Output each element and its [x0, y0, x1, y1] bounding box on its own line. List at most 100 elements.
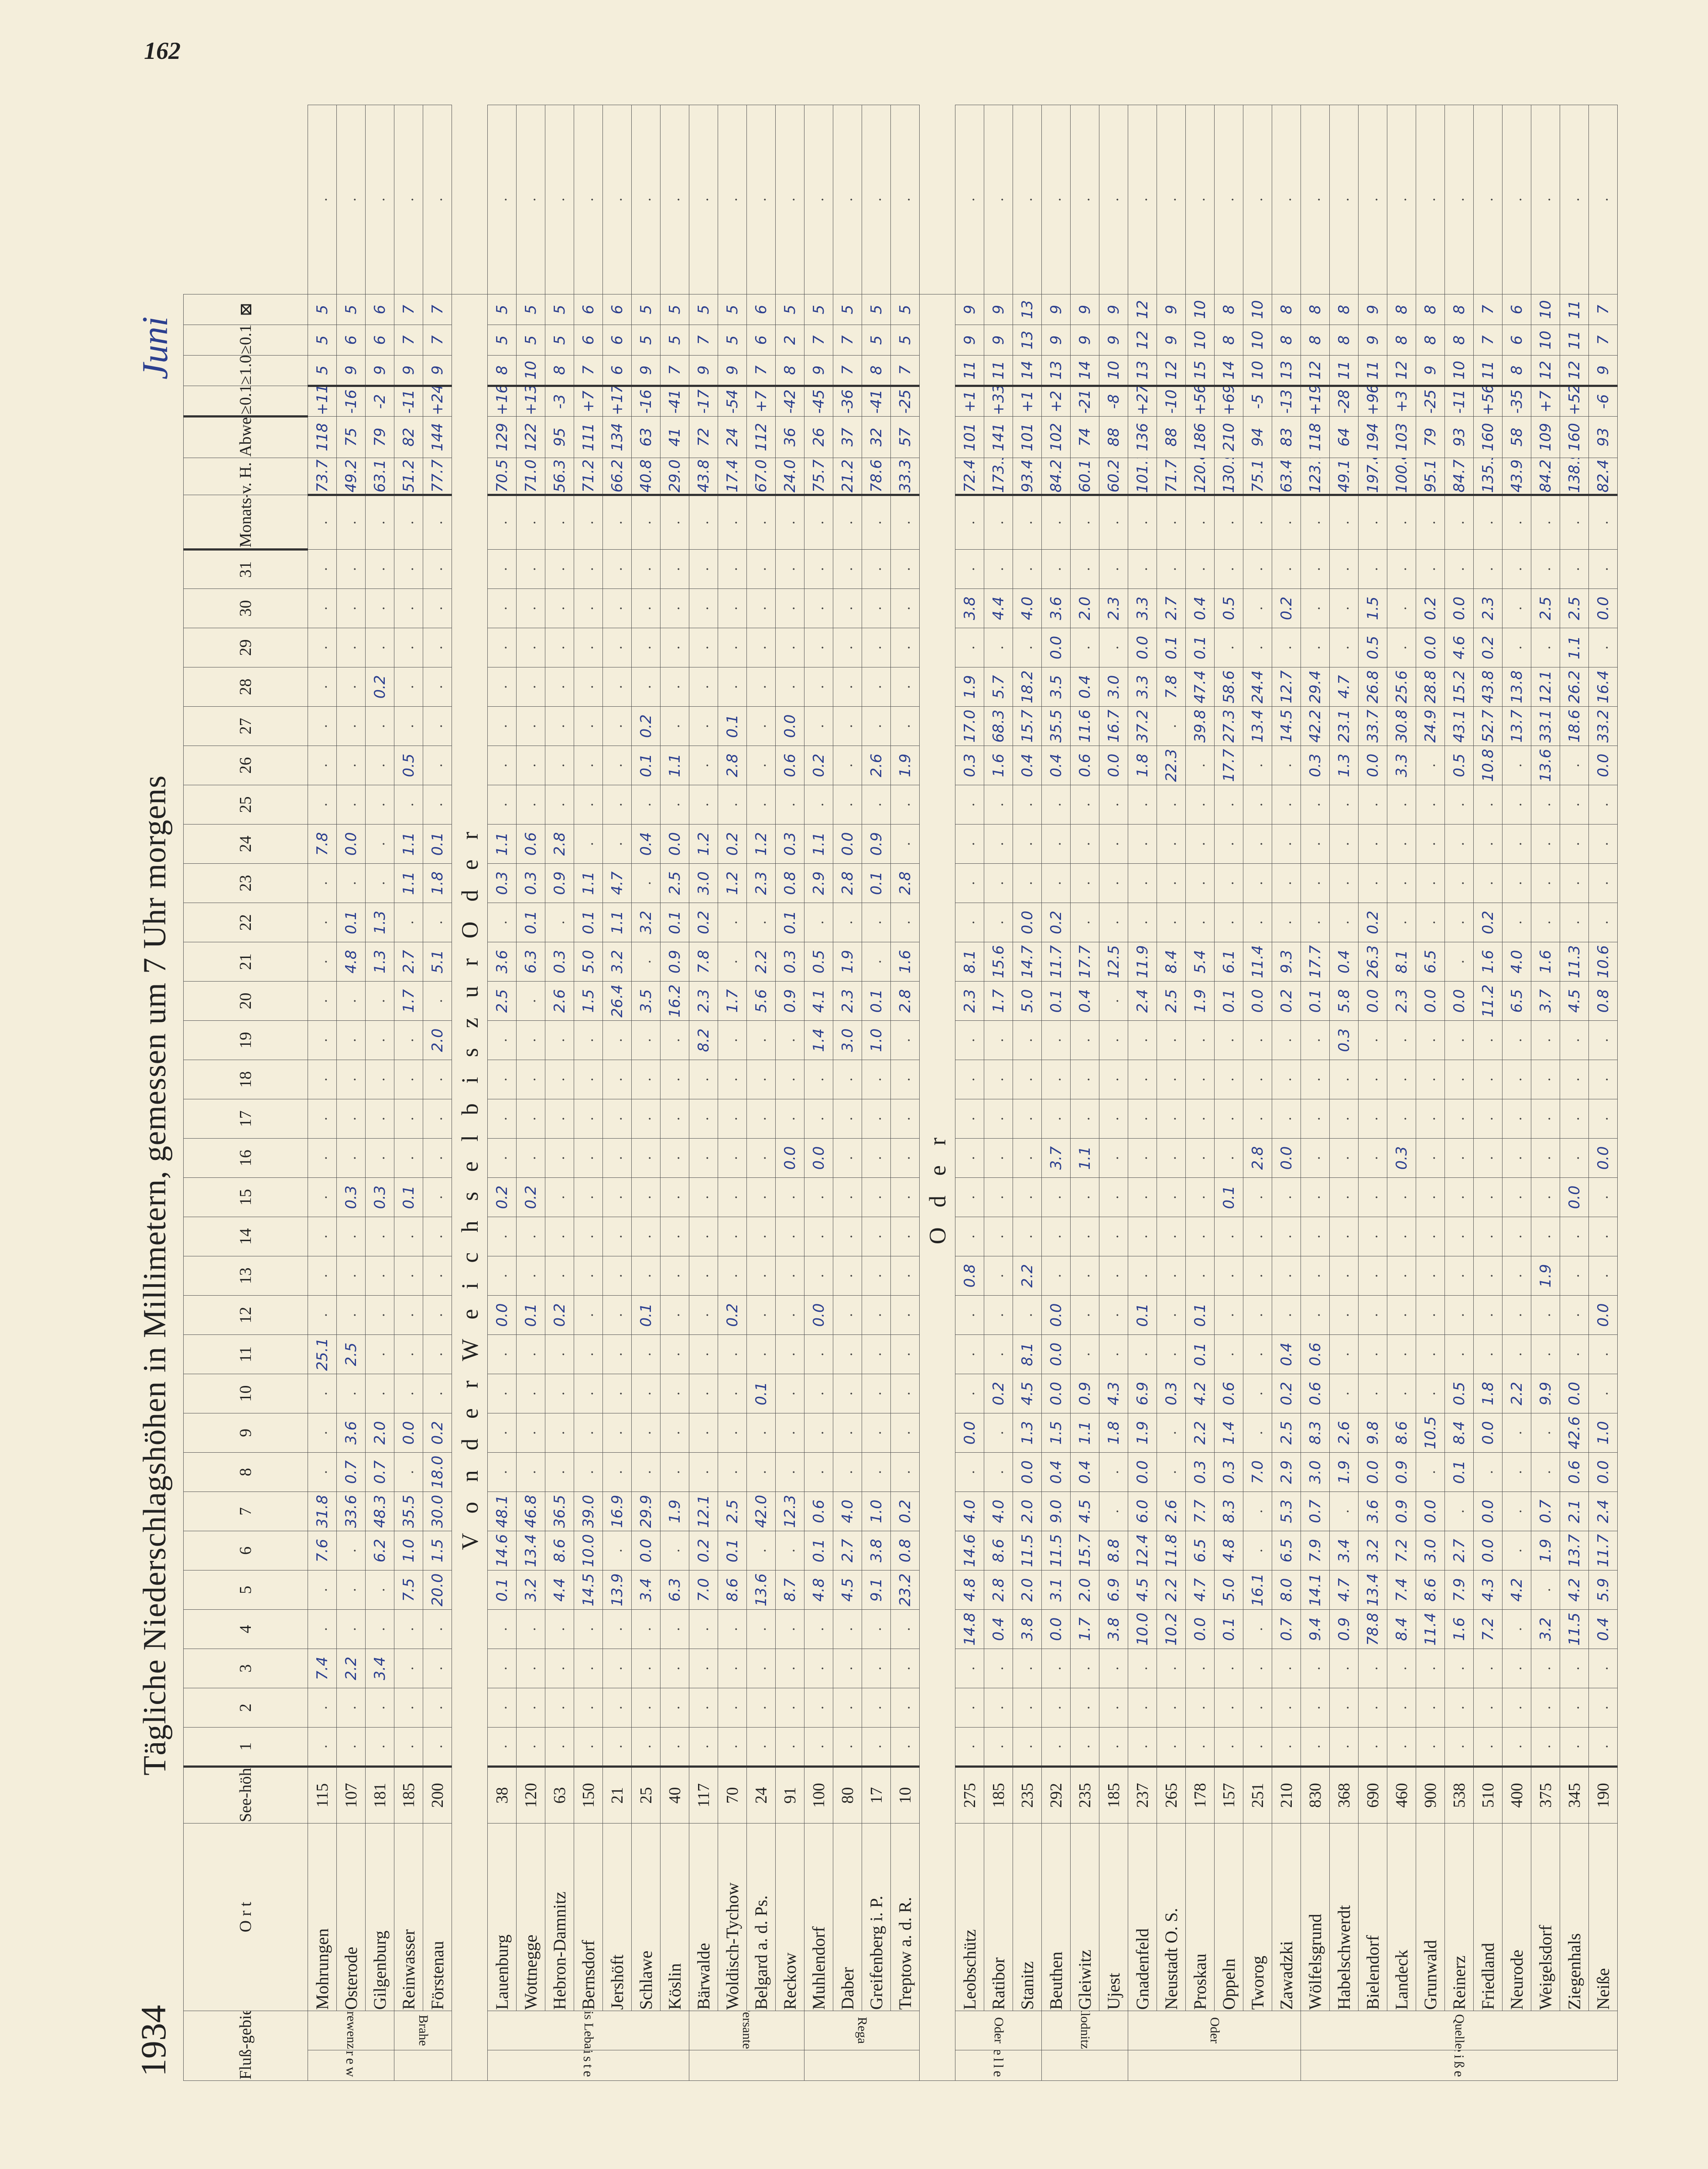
day-value: .	[423, 1649, 452, 1688]
day-value: .	[1502, 1217, 1531, 1256]
day-value: .	[1358, 1727, 1387, 1767]
day-value: .	[1358, 1374, 1387, 1413]
station-name: Förstenau	[423, 1823, 452, 2011]
day-value: 13.6	[746, 1570, 776, 1610]
day-value: .	[336, 1217, 366, 1256]
table-row: Grunwald 900... 11.4 8.6 3.0 0.0. 10.5........…	[1416, 105, 1445, 2081]
river-basin-inner-label: Mündung bis Quelle	[1452, 2011, 1467, 2049]
station-elevation: 251	[1243, 1766, 1272, 1823]
day-count: .	[1272, 105, 1301, 294]
day-value: 2.0	[1013, 1492, 1042, 1531]
table-row: Friedland 510... 7.2 4.3 0.0 0.0. 0.0 1.8......…	[1473, 105, 1503, 2081]
day-value: .	[718, 1649, 747, 1688]
day-value: .	[1301, 1177, 1330, 1217]
day-value: .	[718, 588, 747, 628]
day-value: .	[631, 942, 661, 982]
day-value: 2.7	[1444, 1531, 1474, 1570]
day-value: .	[1502, 903, 1531, 942]
day-value: 4.5	[1560, 981, 1589, 1021]
day-value: 2.9	[1272, 1452, 1301, 1492]
monthly-sum: 67.0	[746, 458, 776, 495]
table-header-row: Fluß-gebiet O r t See-höhe m 1 2 3 4 5 6 7 8 9 10…	[183, 105, 308, 2081]
day-value: .	[890, 1413, 920, 1453]
day-value: .	[1444, 785, 1474, 824]
day-value: 0.0	[1588, 746, 1618, 785]
day-count: .	[1502, 105, 1531, 294]
day-count: 13	[1013, 294, 1042, 325]
day-value: .	[1329, 1256, 1359, 1296]
day-value: .	[689, 1295, 718, 1335]
day-value: .	[833, 1060, 862, 1099]
day-value: 8.6	[718, 1570, 747, 1610]
day-count: 5	[689, 294, 718, 325]
day-value: 16.4	[1588, 667, 1618, 707]
page-number: 162	[144, 38, 181, 65]
day-value: .	[1502, 1334, 1531, 1374]
day-count: 9	[1157, 325, 1186, 356]
monthly-sum: 197.8	[1358, 458, 1387, 495]
day-value: .	[1329, 1295, 1359, 1335]
day-value: .	[746, 1649, 776, 1688]
day-value: .	[1099, 1256, 1128, 1296]
day-value: .	[1214, 549, 1243, 589]
day-value: .	[1243, 1020, 1272, 1060]
river-basin-inner: Persante	[689, 2011, 804, 2050]
day-value: .	[602, 1452, 632, 1492]
day-value: 3.4	[1329, 1531, 1359, 1570]
table-row: Oder Gnadenfeld 237... 10.0 4.5 12.4 6.0 0.0 1.9…	[1128, 105, 1301, 2081]
river-basin-outer	[689, 2050, 804, 2081]
deviation-normal: +96	[1358, 386, 1387, 417]
day-value: 15.2	[1444, 667, 1474, 707]
station-name: Bernsdorf	[574, 1823, 603, 2011]
day-value: 29.9	[631, 1492, 661, 1531]
day-value: .	[775, 1177, 804, 1217]
day-value: .	[487, 746, 517, 785]
day-value: .	[955, 1649, 984, 1688]
monthly-sum: 73.7	[308, 458, 337, 495]
day-value: .	[1041, 1217, 1071, 1256]
day-value: 0.2	[1358, 903, 1387, 942]
day-value: .	[336, 1727, 366, 1767]
day-value: 0.1	[574, 903, 603, 942]
station-name: Landeck	[1387, 1823, 1416, 2011]
station-elevation: 210	[1272, 1766, 1301, 1823]
day-value: .	[423, 746, 452, 785]
day-value: .	[308, 1177, 337, 1217]
day-value: .	[955, 495, 984, 550]
day-value: .	[775, 549, 804, 589]
day-value: 30.8	[1387, 706, 1416, 746]
day-value: .	[1416, 824, 1445, 864]
day-count: 7	[423, 294, 452, 325]
day-value: 8.3	[1301, 1413, 1330, 1453]
day-value: .	[718, 1727, 747, 1767]
day-value: .	[1301, 1060, 1330, 1099]
day-value: 0.6	[1070, 746, 1099, 785]
day-value: .	[1473, 1452, 1503, 1492]
day-value: .	[1128, 1138, 1157, 1178]
day-count: 10	[1243, 325, 1272, 356]
monthly-sum: 70.5	[487, 458, 517, 495]
day-value: .	[423, 549, 452, 589]
day-value: .	[955, 1099, 984, 1139]
day-value: .	[804, 588, 833, 628]
day-value: 14.8	[955, 1609, 984, 1649]
day-value: .	[308, 667, 337, 707]
day-value: 2.3	[746, 863, 776, 903]
day-value: .	[423, 1217, 452, 1256]
day-value: 3.8	[1099, 1609, 1128, 1649]
station-name: Ujest	[1099, 1823, 1128, 2011]
station-elevation: 185	[1099, 1766, 1128, 1823]
day-value: .	[545, 1177, 574, 1217]
day-count: 12	[1560, 355, 1589, 386]
day-value: .	[1329, 1177, 1359, 1217]
day-value: .	[1444, 1060, 1474, 1099]
table-row: Brahe Reinwasser 185.... 7.5 1.0 35.5. 0.0....…	[394, 105, 452, 2081]
day-value: .	[984, 1217, 1013, 1256]
day-value: 4.0	[1013, 588, 1042, 628]
day-value: .	[336, 863, 366, 903]
day-value: 6.3	[516, 942, 545, 982]
day-value: .	[660, 549, 689, 589]
header-day-26: 26	[183, 746, 308, 785]
day-value: 12.7	[1272, 667, 1301, 707]
monthly-sum: 60.2	[1099, 458, 1128, 495]
